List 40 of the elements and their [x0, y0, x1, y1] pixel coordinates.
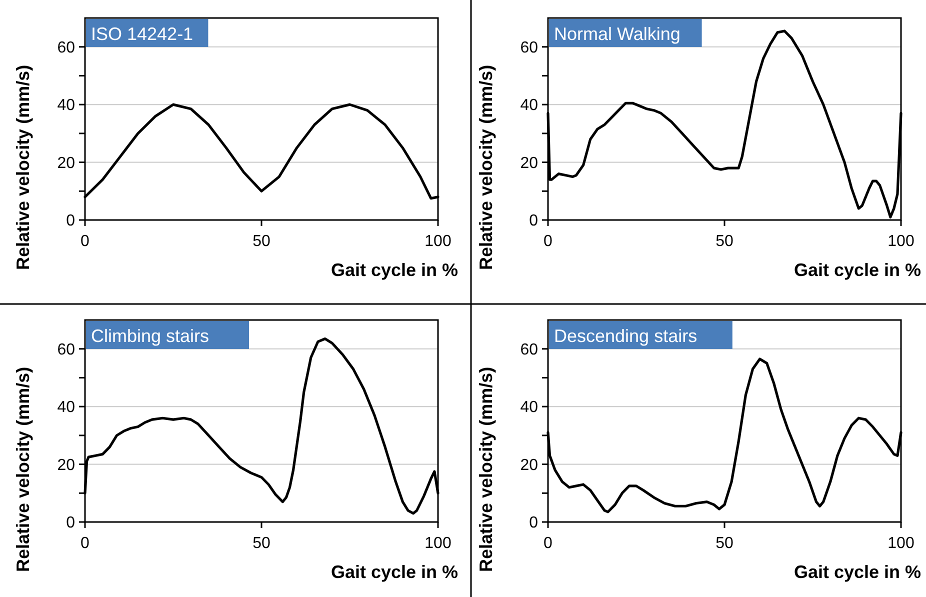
- y-tick-label: 40: [520, 399, 538, 416]
- x-axis-title: Gait cycle in %: [330, 562, 458, 582]
- x-axis-title: Gait cycle in %: [330, 260, 458, 280]
- y-axis-title: Relative velocity (mm/s): [476, 64, 496, 270]
- y-tick-label: 20: [57, 456, 76, 474]
- y-tick-label: 0: [529, 212, 538, 230]
- y-tick-label: 60: [57, 341, 76, 358]
- y-tick-label: 40: [57, 399, 76, 416]
- y-tick-label: 0: [66, 514, 76, 532]
- chart-title: Normal Walking: [554, 24, 680, 44]
- x-tick-label: 50: [252, 535, 270, 552]
- y-tick-label: 60: [520, 341, 538, 358]
- chart-title: Descending stairs: [554, 326, 698, 346]
- x-tick-label: 0: [80, 535, 90, 552]
- y-tick-label: 0: [529, 514, 538, 532]
- y-tick-label: 20: [520, 456, 538, 474]
- y-axis-title: Relative velocity (mm/s): [13, 366, 33, 572]
- y-tick-label: 20: [520, 154, 538, 172]
- y-tick-label: 60: [57, 39, 76, 56]
- x-tick-label: 0: [544, 535, 553, 552]
- x-tick-label: 100: [424, 535, 452, 552]
- x-tick-label: 100: [888, 535, 914, 552]
- y-tick-label: 40: [520, 97, 538, 114]
- x-tick-label: 50: [716, 535, 734, 552]
- y-tick-label: 40: [57, 97, 76, 114]
- y-axis-title: Relative velocity (mm/s): [476, 366, 496, 572]
- chart-title: Climbing stairs: [91, 326, 210, 346]
- x-tick-label: 100: [424, 233, 452, 250]
- y-tick-label: 0: [66, 212, 76, 230]
- y-tick-label: 20: [57, 154, 76, 172]
- y-axis-title: Relative velocity (mm/s): [13, 64, 33, 270]
- x-tick-label: 100: [888, 233, 914, 250]
- x-tick-label: 0: [80, 233, 90, 250]
- y-tick-label: 60: [520, 39, 538, 56]
- x-tick-label: 50: [252, 233, 270, 250]
- x-axis-title: Gait cycle in %: [794, 562, 921, 582]
- x-tick-label: 50: [716, 233, 734, 250]
- chart-title: ISO 14242-1: [91, 24, 194, 44]
- x-tick-label: 0: [544, 233, 553, 250]
- x-axis-title: Gait cycle in %: [794, 260, 921, 280]
